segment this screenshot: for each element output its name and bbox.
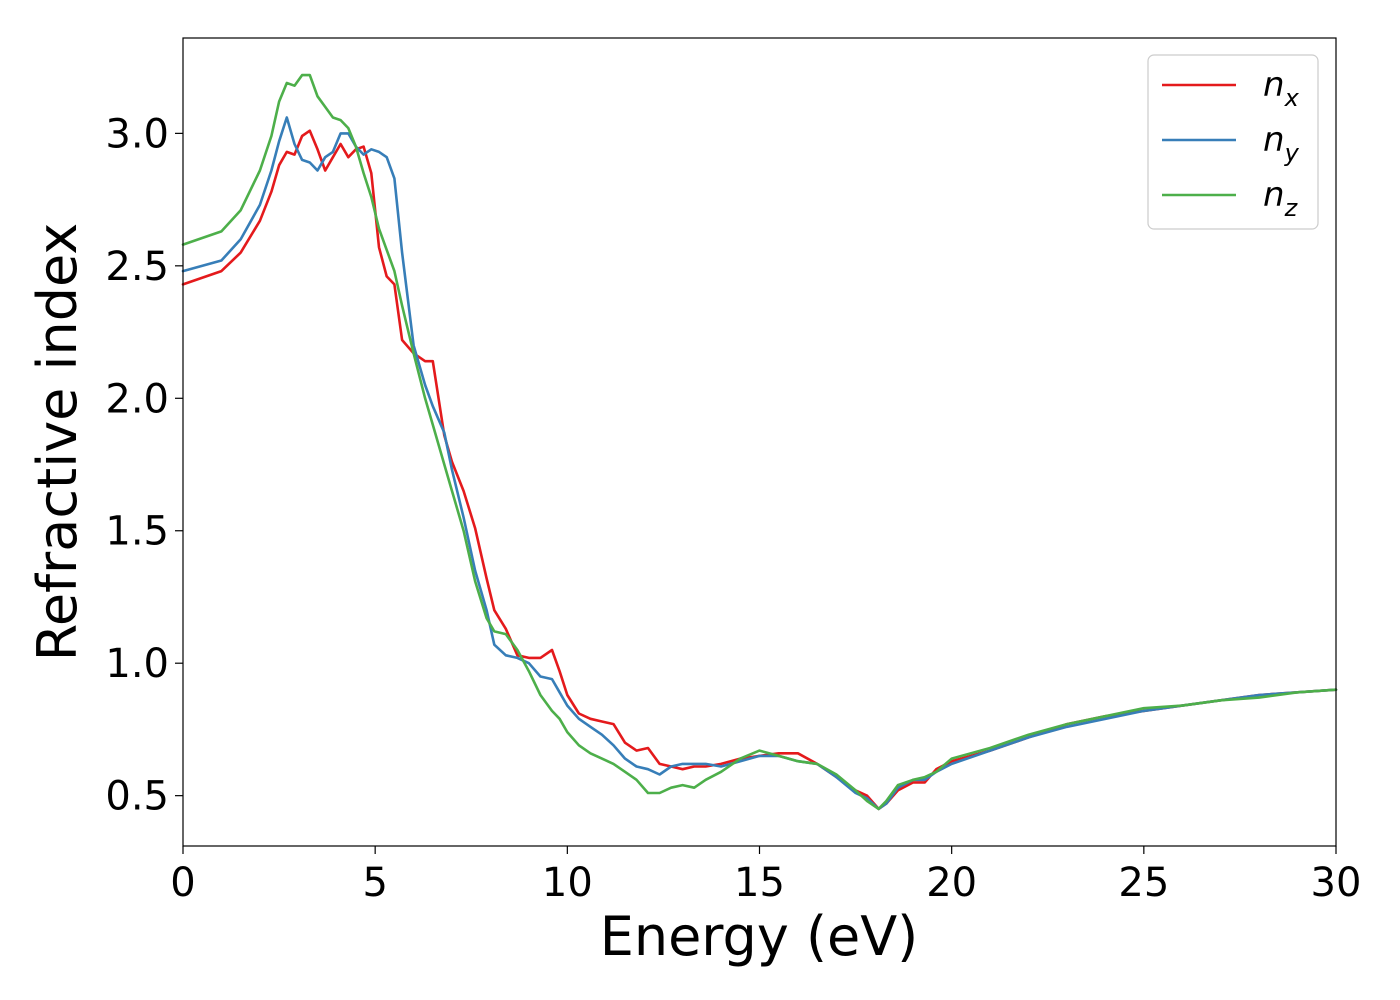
y-tick-label: 2.5 (105, 244, 169, 290)
x-tick-label: 0 (170, 860, 195, 906)
x-tick-label: 5 (362, 860, 387, 906)
legend-label-base: n (1263, 175, 1285, 215)
y-tick-label: 3.0 (105, 111, 169, 157)
legend-frame (1147, 54, 1319, 230)
y-axis-label: Refractive index (26, 223, 89, 662)
x-tick-label: 30 (1311, 860, 1362, 906)
legend-label-subscript: y (1284, 139, 1300, 167)
series-line-z (181, 73, 1338, 811)
legend-label-y: ny (1263, 120, 1300, 167)
y-axis-ticks: 0.5 1.0 1.5 2.0 2.5 3.0 (105, 111, 183, 820)
legend-label-x: nx (1263, 65, 1300, 112)
legend-label-base: n (1263, 120, 1285, 160)
series-line-y (181, 116, 1338, 811)
legend-label-base: n (1263, 65, 1285, 105)
x-axis-ticks: 0 5 10 15 20 25 30 (170, 846, 1361, 906)
y-tick-label: 0.5 (105, 774, 169, 820)
y-tick-label: 2.0 (105, 376, 169, 422)
y-tick-label: 1.0 (105, 641, 169, 687)
legend-label-subscript: x (1284, 84, 1300, 112)
legend-label-subscript: z (1284, 194, 1299, 222)
x-tick-label: 20 (926, 860, 977, 906)
legend-label-z: nz (1263, 175, 1299, 222)
plot-lines (181, 73, 1338, 811)
x-axis-label: Energy (eV) (600, 905, 919, 968)
y-tick-label: 1.5 (105, 509, 169, 555)
x-tick-label: 25 (1118, 860, 1169, 906)
series-line-x (181, 129, 1338, 811)
x-tick-label: 10 (542, 860, 593, 906)
x-tick-label: 15 (734, 860, 785, 906)
